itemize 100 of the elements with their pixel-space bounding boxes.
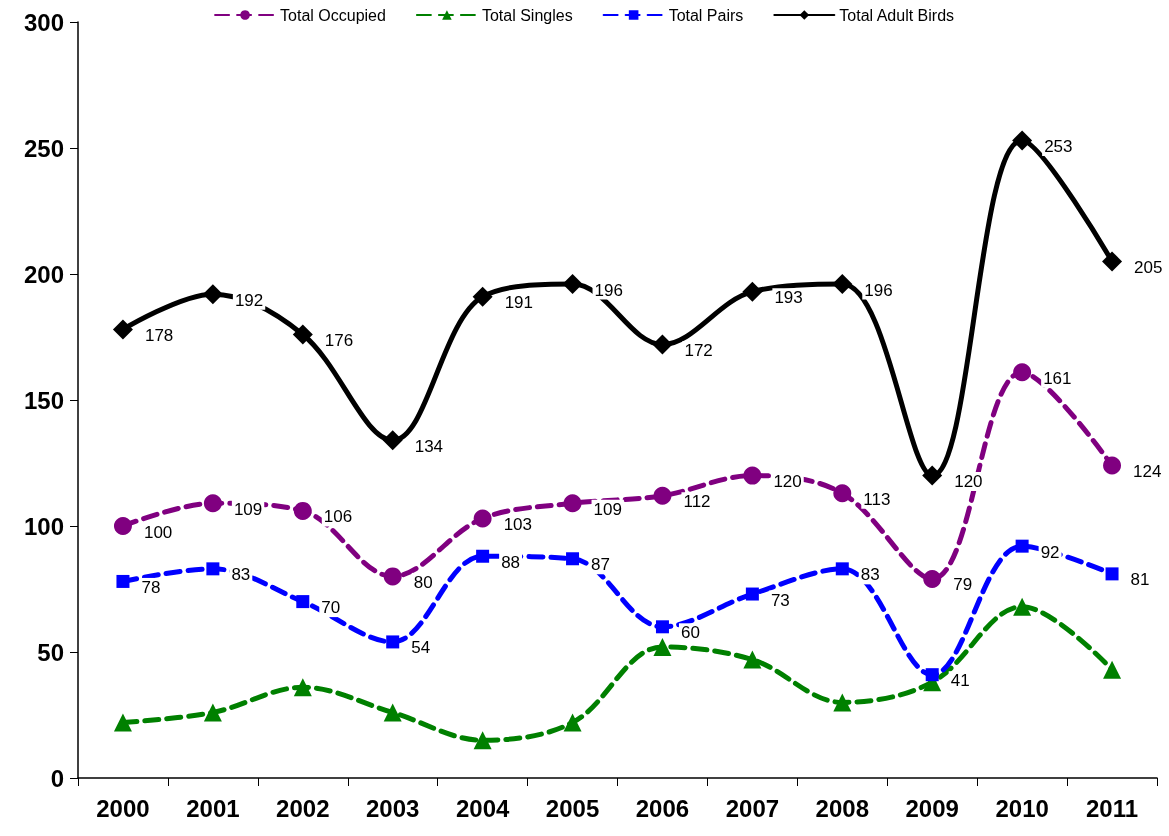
data-label: 196	[594, 280, 623, 300]
data-label: 103	[503, 514, 532, 534]
point	[113, 713, 132, 732]
data-label: 88	[501, 552, 521, 572]
data-label: 83	[231, 565, 251, 585]
data-label: 80	[413, 572, 433, 592]
point	[383, 703, 402, 722]
x-tick-label: 2009	[905, 794, 959, 822]
data-label: 83	[860, 565, 880, 585]
point	[743, 466, 762, 485]
point	[832, 274, 853, 295]
point	[1012, 130, 1033, 151]
point	[743, 650, 762, 669]
x-tick-label: 2002	[276, 794, 330, 822]
y-tick-label: 50	[37, 638, 64, 666]
point	[113, 517, 132, 535]
y-tick-label: 300	[23, 8, 64, 36]
point	[203, 494, 222, 513]
x-tick-label: 2005	[545, 794, 600, 822]
data-label: 120	[954, 472, 983, 492]
point	[116, 574, 130, 588]
point	[563, 713, 582, 732]
data-label: 161	[1043, 368, 1072, 388]
point	[835, 562, 849, 576]
point	[206, 562, 220, 576]
data-label: 109	[233, 499, 263, 519]
x-tick-label: 2004	[455, 794, 510, 822]
data-label: 253	[1044, 136, 1073, 156]
point	[386, 635, 400, 649]
x-tick-label: 2001	[186, 794, 240, 822]
point	[655, 620, 669, 634]
point	[745, 587, 759, 601]
y-tick-label: 150	[23, 386, 64, 414]
legend-label: Total Pairs	[668, 6, 744, 24]
x-tick-label: 2003	[366, 794, 420, 822]
point	[566, 552, 580, 566]
data-label: 70	[321, 598, 341, 618]
point	[112, 319, 133, 340]
data-label: 191	[504, 293, 533, 313]
point	[563, 494, 582, 513]
x-tick-label: 2006	[635, 794, 690, 822]
x-tick-label: 2011	[1086, 794, 1139, 822]
point	[923, 569, 942, 588]
point	[293, 678, 312, 697]
data-label: 120	[773, 472, 802, 492]
data-label: 92	[1040, 542, 1060, 562]
point	[562, 274, 583, 295]
data-label: 192	[234, 290, 264, 310]
point	[1102, 251, 1123, 272]
point	[1013, 597, 1032, 616]
point	[293, 501, 312, 520]
data-label: 205	[1134, 257, 1163, 277]
point	[202, 284, 223, 305]
data-label: 112	[683, 492, 711, 512]
point	[1015, 539, 1029, 553]
legend-label: Total Singles	[481, 6, 573, 24]
data-label: 196	[864, 280, 893, 300]
data-label: 124	[1133, 462, 1162, 482]
point	[925, 668, 939, 682]
y-tick-label: 100	[23, 512, 64, 540]
point	[1105, 567, 1119, 581]
data-label: 41	[950, 671, 970, 691]
data-label: 81	[1130, 570, 1150, 590]
data-label: 109	[593, 499, 622, 519]
data-label: 79	[953, 575, 973, 595]
point	[203, 703, 222, 722]
point	[473, 731, 492, 750]
data-label: 172	[684, 341, 713, 361]
point	[292, 324, 313, 345]
x-tick-label: 2010	[995, 794, 1049, 822]
data-label: 73	[770, 590, 790, 610]
data-label: 113	[863, 489, 891, 509]
data-label: 87	[591, 555, 610, 575]
data-label: 78	[141, 577, 161, 597]
data-label: 60	[680, 623, 700, 643]
point	[472, 286, 493, 307]
point	[296, 595, 310, 609]
legend-label: Total Occupied	[280, 6, 386, 24]
x-tick-label: 2007	[725, 794, 780, 822]
point	[382, 430, 403, 451]
data-label: 176	[324, 330, 354, 350]
point	[383, 567, 402, 586]
point	[922, 465, 943, 486]
data-label: 54	[411, 638, 431, 658]
x-tick-label: 2000	[96, 794, 150, 822]
point	[1103, 660, 1122, 679]
point	[1103, 456, 1122, 475]
point	[473, 509, 492, 528]
point	[833, 693, 852, 712]
y-tick-label: 0	[50, 764, 64, 792]
data-label: 134	[414, 436, 444, 456]
legend-label: Total Adult Birds	[839, 6, 955, 24]
point	[652, 334, 673, 355]
point	[653, 486, 672, 505]
data-label: 106	[323, 507, 353, 527]
y-tick-label: 200	[23, 260, 64, 288]
data-label: 100	[143, 522, 173, 542]
y-tick-label: 250	[23, 134, 64, 162]
data-label: 193	[774, 288, 803, 308]
point	[653, 637, 672, 656]
